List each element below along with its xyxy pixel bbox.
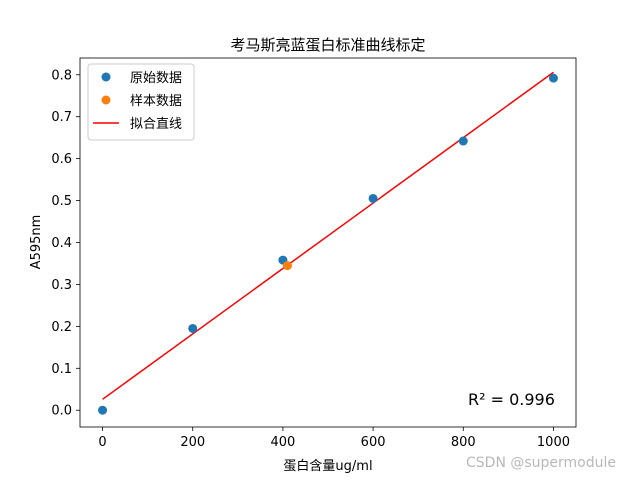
y-tick-label: 0.6 [51,152,72,167]
watermark: CSDN @supermodule [466,455,616,471]
x-tick-label: 800 [451,435,476,450]
chart-title: 考马斯亮蓝蛋白标准曲线标定 [230,36,425,54]
x-tick-label: 600 [361,435,386,450]
y-tick-label: 0.8 [51,68,72,83]
y-tick-label: 0.5 [51,194,72,209]
raw-data-point [548,73,558,83]
legend-label: 原始数据 [130,71,182,86]
raw-data-point [368,193,378,203]
y-tick-label: 0.1 [51,362,72,377]
legend-label: 拟合直线 [130,117,182,132]
y-axis: 0.0 0.1 0.2 0.3 0.4 0.5 0.6 0.7 0.8 [51,68,80,419]
y-tick-label: 0.2 [51,320,72,335]
y-tick-label: 0.7 [51,110,72,125]
legend-marker [101,95,111,105]
raw-data-point [188,323,198,333]
x-tick-label: 0 [98,435,106,450]
y-axis-label: A595nm [29,215,44,270]
x-axis-label: 蛋白含量ug/ml [283,458,372,474]
sample-data-point [282,261,292,271]
raw-data-point [98,405,108,415]
y-tick-label: 0.0 [51,404,72,419]
r-squared-annotation: R² = 0.996 [468,390,555,409]
legend-label: 样本数据 [130,94,182,109]
plot-area [98,71,558,415]
x-tick-label: 400 [270,435,295,450]
fit-line [102,71,554,400]
legend-box [87,63,195,141]
x-tick-label: 200 [180,435,205,450]
x-axis: 0 200 400 600 800 1000 [98,427,570,450]
raw-data-point [458,136,468,146]
x-tick-label: 1000 [537,435,570,450]
y-tick-label: 0.3 [51,278,72,293]
y-tick-label: 0.4 [51,236,72,251]
legend-marker [101,72,111,82]
